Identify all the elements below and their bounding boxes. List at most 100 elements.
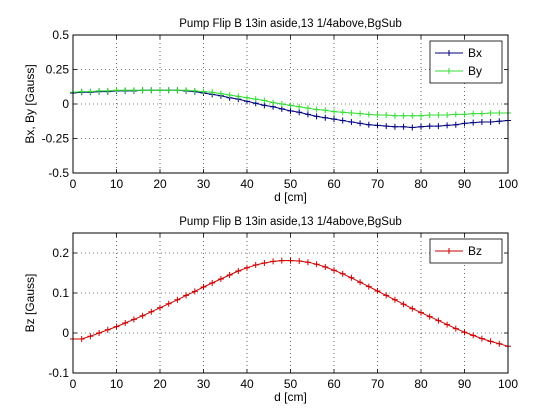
y-axis-label: Bx, By [Gauss] <box>23 64 37 143</box>
data-point-bz <box>409 305 416 312</box>
data-point-bz <box>287 257 294 264</box>
data-point-bz <box>96 330 103 336</box>
legend-marker-bz <box>446 248 452 254</box>
data-point-bz <box>183 292 190 299</box>
data-point-by <box>174 87 181 94</box>
x-tick-label: 30 <box>197 377 211 391</box>
data-point-bz <box>296 258 303 264</box>
data-point-by <box>104 87 111 94</box>
data-point-bz <box>444 321 451 328</box>
axes-frame <box>72 232 509 374</box>
data-point-by <box>418 112 424 119</box>
data-point-by <box>261 97 268 104</box>
data-point-bz <box>374 288 381 294</box>
y-tick-label: -0.5 <box>48 166 69 180</box>
data-point-by <box>226 92 233 99</box>
y-tick-label: 0.1 <box>52 286 69 300</box>
y-tick-label: -0.25 <box>42 132 70 146</box>
data-point-by <box>304 105 311 112</box>
x-tick-label: 30 <box>197 177 211 191</box>
data-point-by <box>278 101 285 107</box>
data-point-by <box>383 112 390 119</box>
data-point-bx <box>383 123 390 130</box>
data-point-by <box>78 88 85 95</box>
data-point-by <box>365 111 372 118</box>
data-point-bz <box>200 284 207 290</box>
data-point-bz <box>252 262 259 268</box>
chart-title: Pump Flip B 13in aside,13 1/4above,BgSub <box>179 18 401 30</box>
data-point-by <box>400 112 407 119</box>
legend: Bx By <box>429 40 503 84</box>
data-point-bz <box>130 316 137 323</box>
data-point-bz <box>357 279 364 286</box>
data-point-bx <box>400 123 407 130</box>
data-point-bz <box>174 296 181 303</box>
data-point-by <box>296 103 303 110</box>
data-point-by <box>374 112 381 119</box>
y-tick-label: 0.2 <box>52 246 69 260</box>
data-point-bz <box>478 335 485 342</box>
data-point-bx <box>426 123 433 130</box>
data-point-bx <box>496 118 503 125</box>
data-point-by <box>339 109 346 116</box>
data-point-bz <box>435 317 442 324</box>
data-point-bx <box>339 117 346 124</box>
data-point-bx <box>409 124 416 131</box>
x-tick-label: 60 <box>327 377 341 391</box>
data-point-bz <box>496 340 503 347</box>
x-tick-label: 90 <box>458 377 472 391</box>
data-point-by <box>287 102 294 109</box>
data-point-by <box>252 96 259 103</box>
data-point-bz <box>217 276 224 282</box>
data-point-bz <box>122 320 129 326</box>
legend: Bz <box>429 238 503 264</box>
data-point-bz <box>278 257 285 264</box>
x-tick-label: 20 <box>153 377 167 391</box>
data-point-bz <box>365 283 372 290</box>
legend-label-bz: Bz <box>468 244 482 258</box>
data-point-bz <box>313 261 320 268</box>
y-tick-label: 0.25 <box>46 63 70 77</box>
data-point-bz <box>461 329 468 336</box>
data-point-bz <box>339 270 346 277</box>
data-point-bz <box>470 332 477 339</box>
x-tick-label: 80 <box>414 377 428 391</box>
y-tick-label: -0.1 <box>48 366 69 380</box>
data-point-by <box>435 112 442 119</box>
data-point-by <box>409 112 416 119</box>
data-point-bz <box>452 325 459 332</box>
data-point-by <box>200 88 207 95</box>
data-point-by <box>426 112 433 119</box>
x-tick-label: 80 <box>414 177 428 191</box>
data-point-bz <box>331 267 337 274</box>
data-point-by <box>113 87 120 94</box>
data-point-bx <box>296 109 303 116</box>
data-point-bx <box>322 114 329 121</box>
data-point-by <box>235 93 242 100</box>
x-tick-label: 20 <box>153 177 167 191</box>
data-point-bx <box>348 118 355 125</box>
x-tick-label: 50 <box>284 377 298 391</box>
data-point-bx <box>391 123 398 130</box>
x-tick-label: 90 <box>458 177 472 191</box>
data-point-bz <box>113 323 120 330</box>
data-point-bz <box>104 326 111 333</box>
y-tick-label: 0 <box>62 326 69 340</box>
data-point-by <box>96 87 103 94</box>
data-point-by <box>470 110 477 117</box>
y-axis-label: Bz [Gauss] <box>23 274 37 333</box>
legend-marker-bx <box>446 50 452 56</box>
data-point-bz <box>157 304 163 311</box>
data-point-bz <box>400 301 407 308</box>
x-axis-label: d [cm] <box>274 390 307 404</box>
data-point-bx <box>357 120 364 127</box>
data-point-by <box>452 111 459 118</box>
data-point-bz <box>148 308 155 315</box>
data-point-bz <box>191 288 198 295</box>
data-point-by <box>331 108 337 115</box>
data-point-bx <box>435 123 442 130</box>
data-point-bx <box>331 116 337 123</box>
data-point-by <box>348 109 355 116</box>
